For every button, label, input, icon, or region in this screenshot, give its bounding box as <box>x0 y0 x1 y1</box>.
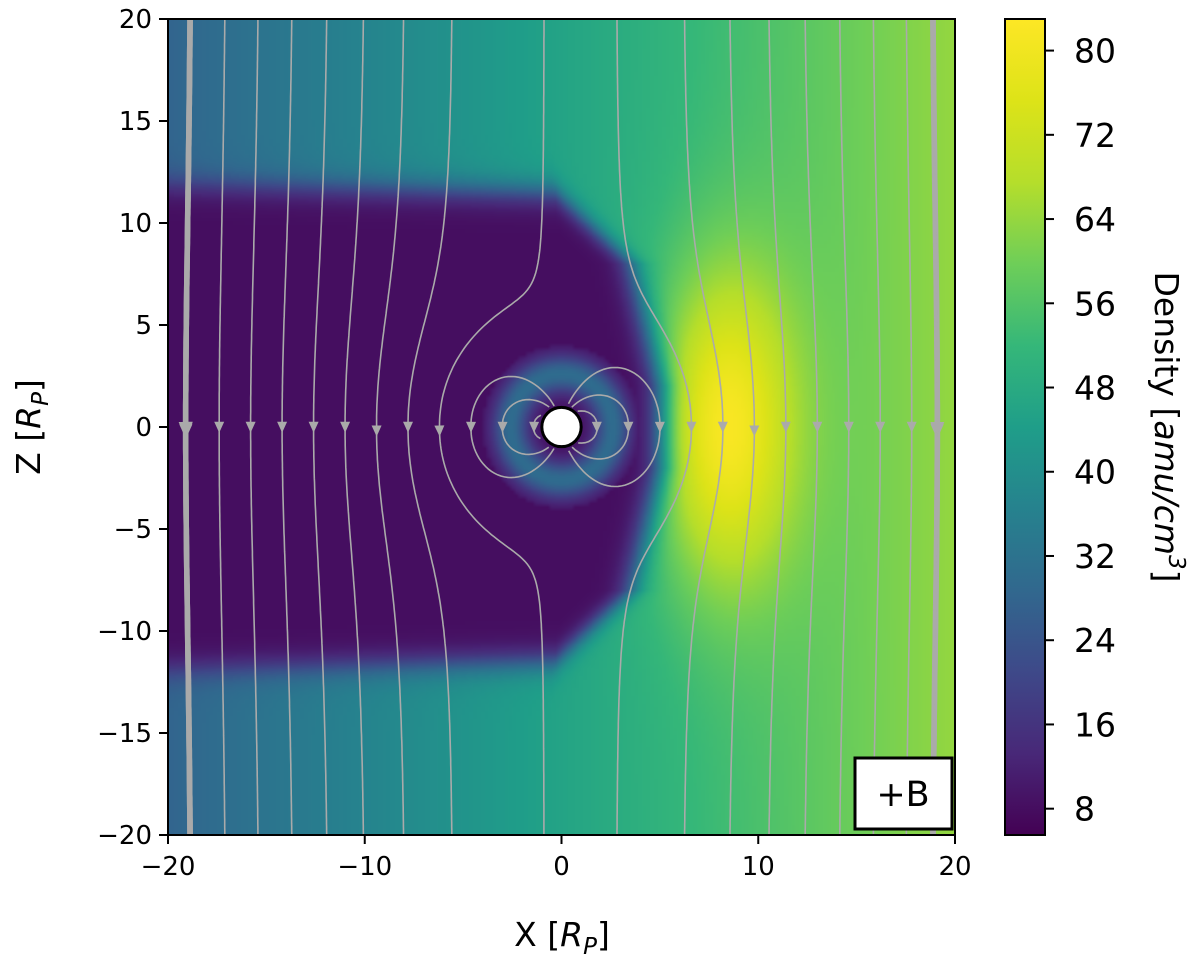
field-streamlines <box>178 19 945 835</box>
colorbar-ticks: 80 72 64 56 48 40 32 24 16 8 <box>1045 32 1116 829</box>
annotation-box <box>853 756 954 831</box>
colorbar-tick-label: 72 <box>1074 116 1116 155</box>
y-tick-label: 10 <box>119 209 152 239</box>
streamline-arrow <box>371 425 382 437</box>
colorbar-tick-label: 8 <box>1074 790 1095 829</box>
y-tick-label: 15 <box>119 107 152 137</box>
streamline-arrow <box>434 425 445 437</box>
y-tick-label: −5 <box>114 515 152 545</box>
streamline-arrow <box>403 421 413 433</box>
x-tick-label: −10 <box>337 852 392 882</box>
x-tick-label: 0 <box>553 852 570 882</box>
y-tick-label: −20 <box>97 821 152 851</box>
streamline-arrow <box>906 421 917 433</box>
streamline-arrow <box>875 421 886 433</box>
annotation-text: +B <box>876 775 929 815</box>
streamline-arrow <box>749 425 760 437</box>
colorbar: 80 72 64 56 48 40 32 24 16 8 Density [amu/cm3] <box>1004 18 1189 836</box>
planet-marker <box>540 405 583 449</box>
streamline-arrow <box>812 421 823 433</box>
streamline-arrow <box>214 421 225 433</box>
x-tick-label: 20 <box>938 852 971 882</box>
streamline-arrow <box>654 421 665 433</box>
x-tick-label: 10 <box>742 852 775 882</box>
colorbar-tick-label: 64 <box>1074 200 1116 239</box>
streamline-arrow <box>340 421 351 433</box>
x-axis-label: X [RP] <box>514 915 610 960</box>
x-tick-label: −20 <box>141 852 196 882</box>
streamline-arrow <box>717 421 728 433</box>
streamline-arrow <box>308 421 319 433</box>
colorbar-tick-label: 24 <box>1074 621 1116 660</box>
colorbar-tick-label: 16 <box>1074 705 1116 744</box>
y-axis-label: Z [RP] <box>9 379 54 475</box>
streamline-arrow <box>623 421 634 433</box>
colorbar-tick-label: 56 <box>1074 284 1116 323</box>
streamline-arrow <box>277 421 288 433</box>
streamline-arrow <box>934 422 945 433</box>
y-tick-label: 20 <box>119 5 152 35</box>
colorbar-tick-label: 32 <box>1074 537 1116 576</box>
streamline-arrow <box>466 421 477 433</box>
streamline-arrow <box>780 421 791 433</box>
streamline-arrow <box>178 422 189 433</box>
colorbar-tick-label: 48 <box>1074 369 1116 408</box>
y-axis-ticks: 20 15 10 5 0 −5 −10 −15 −20 <box>97 5 168 851</box>
streamline-arrow <box>843 421 854 433</box>
colorbar-bar <box>1004 18 1046 836</box>
colorbar-label: Density [amu/cm3] <box>1147 271 1189 582</box>
streamline-arrow <box>686 421 697 433</box>
streamline-arrow <box>529 421 540 433</box>
x-axis-ticks: −20 −10 0 10 20 <box>141 835 972 882</box>
colorbar-tick-label: 80 <box>1074 32 1116 71</box>
streamline-arrow <box>245 421 256 433</box>
field-orientation-annotation: +B <box>853 756 954 831</box>
colorbar-tick-label: 40 <box>1074 453 1116 492</box>
streamline-arrow <box>497 421 508 433</box>
y-tick-label: 0 <box>135 413 152 443</box>
y-tick-label: 5 <box>135 311 152 341</box>
heatmap-area <box>168 19 955 835</box>
streamline-arrow <box>591 421 602 433</box>
planet-layer <box>540 405 583 449</box>
y-tick-label: −15 <box>97 719 152 749</box>
y-tick-label: −10 <box>97 617 152 647</box>
